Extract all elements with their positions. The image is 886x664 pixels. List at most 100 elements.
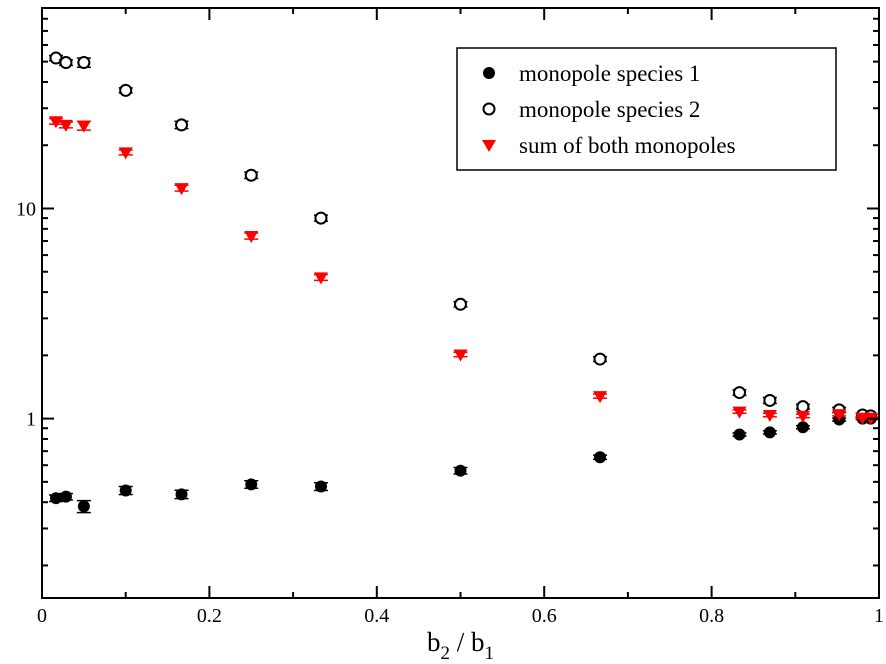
legend: monopole species 1 monopole species 2 sum … bbox=[456, 47, 837, 171]
marker bbox=[454, 464, 467, 477]
x-axis-title-sub: 2 bbox=[440, 643, 450, 664]
data-point bbox=[795, 400, 810, 414]
data-point bbox=[118, 484, 133, 497]
data-point bbox=[244, 230, 259, 243]
data-point bbox=[58, 56, 73, 70]
data-point bbox=[795, 410, 810, 423]
data-point bbox=[118, 147, 133, 160]
marker bbox=[118, 147, 133, 160]
marker bbox=[244, 230, 259, 243]
marker bbox=[77, 56, 91, 70]
marker bbox=[175, 488, 188, 501]
marker bbox=[795, 410, 810, 423]
x-tick-label: 0 bbox=[37, 605, 47, 627]
data-point bbox=[313, 272, 328, 285]
marker bbox=[796, 421, 809, 434]
data-point bbox=[453, 297, 468, 311]
marker bbox=[454, 297, 467, 311]
marker bbox=[763, 393, 777, 407]
x-axis-title-sep: / bbox=[450, 627, 471, 657]
y-tick-label: 10 bbox=[16, 198, 36, 220]
marker bbox=[733, 428, 746, 441]
y-tick-label: 1 bbox=[26, 409, 36, 431]
data-point bbox=[762, 393, 777, 407]
x-axis-title-sub: 1 bbox=[485, 643, 495, 664]
axis-ticks: 0 0.2 0.4 0.6 0.8 1 1 10 bbox=[16, 7, 884, 627]
data-point bbox=[76, 499, 91, 514]
data-point bbox=[48, 116, 63, 129]
marker bbox=[482, 140, 496, 152]
marker bbox=[594, 451, 607, 464]
data-point bbox=[453, 349, 468, 362]
marker bbox=[59, 56, 73, 70]
legend-label: sum of both monopoles bbox=[519, 133, 736, 158]
x-tick-label: 0.2 bbox=[197, 605, 222, 627]
marker bbox=[119, 484, 132, 497]
x-tick-label: 0.6 bbox=[532, 605, 557, 627]
x-axis-title-part: b bbox=[427, 627, 441, 657]
data-point bbox=[593, 352, 608, 366]
data-point bbox=[832, 409, 847, 422]
series-1 bbox=[48, 412, 878, 514]
marker bbox=[483, 67, 495, 79]
data-point bbox=[76, 120, 91, 133]
marker bbox=[453, 349, 468, 362]
marker bbox=[175, 118, 189, 132]
marker bbox=[59, 490, 72, 503]
marker bbox=[244, 168, 258, 182]
data-point bbox=[174, 488, 189, 501]
plot-marks bbox=[48, 51, 878, 514]
x-axis-title: b2 / b1 bbox=[427, 627, 494, 664]
marker bbox=[76, 120, 91, 133]
marker bbox=[313, 272, 328, 285]
x-tick-label: 0.8 bbox=[699, 605, 724, 627]
marker bbox=[593, 352, 607, 366]
data-point bbox=[174, 183, 189, 196]
marker bbox=[49, 492, 62, 505]
marker bbox=[174, 183, 189, 196]
data-point bbox=[453, 464, 468, 477]
marker bbox=[58, 119, 73, 132]
data-point bbox=[593, 391, 608, 404]
marker bbox=[593, 391, 608, 404]
data-point bbox=[244, 168, 259, 182]
marker bbox=[796, 400, 810, 414]
data-point bbox=[732, 386, 747, 400]
data-point bbox=[593, 451, 608, 464]
marker bbox=[245, 478, 258, 491]
data-point bbox=[48, 51, 63, 65]
data-point bbox=[313, 480, 328, 493]
marker bbox=[762, 410, 777, 423]
data-point bbox=[795, 421, 810, 434]
data-point bbox=[174, 118, 189, 132]
legend-item: sum of both monopoles bbox=[482, 133, 736, 158]
marker bbox=[732, 386, 746, 400]
data-point bbox=[244, 478, 259, 491]
data-point bbox=[58, 119, 73, 132]
x-tick-label: 0.4 bbox=[364, 605, 389, 627]
x-tick-label: 1 bbox=[874, 605, 884, 627]
marker bbox=[832, 409, 847, 422]
marker bbox=[763, 426, 776, 439]
marker bbox=[77, 500, 90, 513]
x-axis-title-part: b bbox=[471, 627, 485, 657]
data-point bbox=[732, 428, 747, 441]
data-point bbox=[762, 426, 777, 439]
data-point bbox=[58, 490, 73, 503]
legend-box bbox=[456, 47, 837, 171]
data-point bbox=[313, 211, 328, 225]
legend-item: monopole species 2 bbox=[482, 97, 700, 122]
legend-item: monopole species 1 bbox=[483, 61, 700, 86]
data-point bbox=[118, 83, 133, 97]
data-point bbox=[762, 410, 777, 423]
legend-label: monopole species 2 bbox=[519, 97, 700, 122]
marker bbox=[732, 406, 747, 419]
marker bbox=[48, 116, 63, 129]
marker bbox=[314, 480, 327, 493]
marker bbox=[314, 211, 328, 225]
marker bbox=[119, 83, 133, 97]
data-point bbox=[732, 406, 747, 419]
legend-label: monopole species 1 bbox=[519, 61, 700, 86]
marker bbox=[482, 102, 496, 116]
